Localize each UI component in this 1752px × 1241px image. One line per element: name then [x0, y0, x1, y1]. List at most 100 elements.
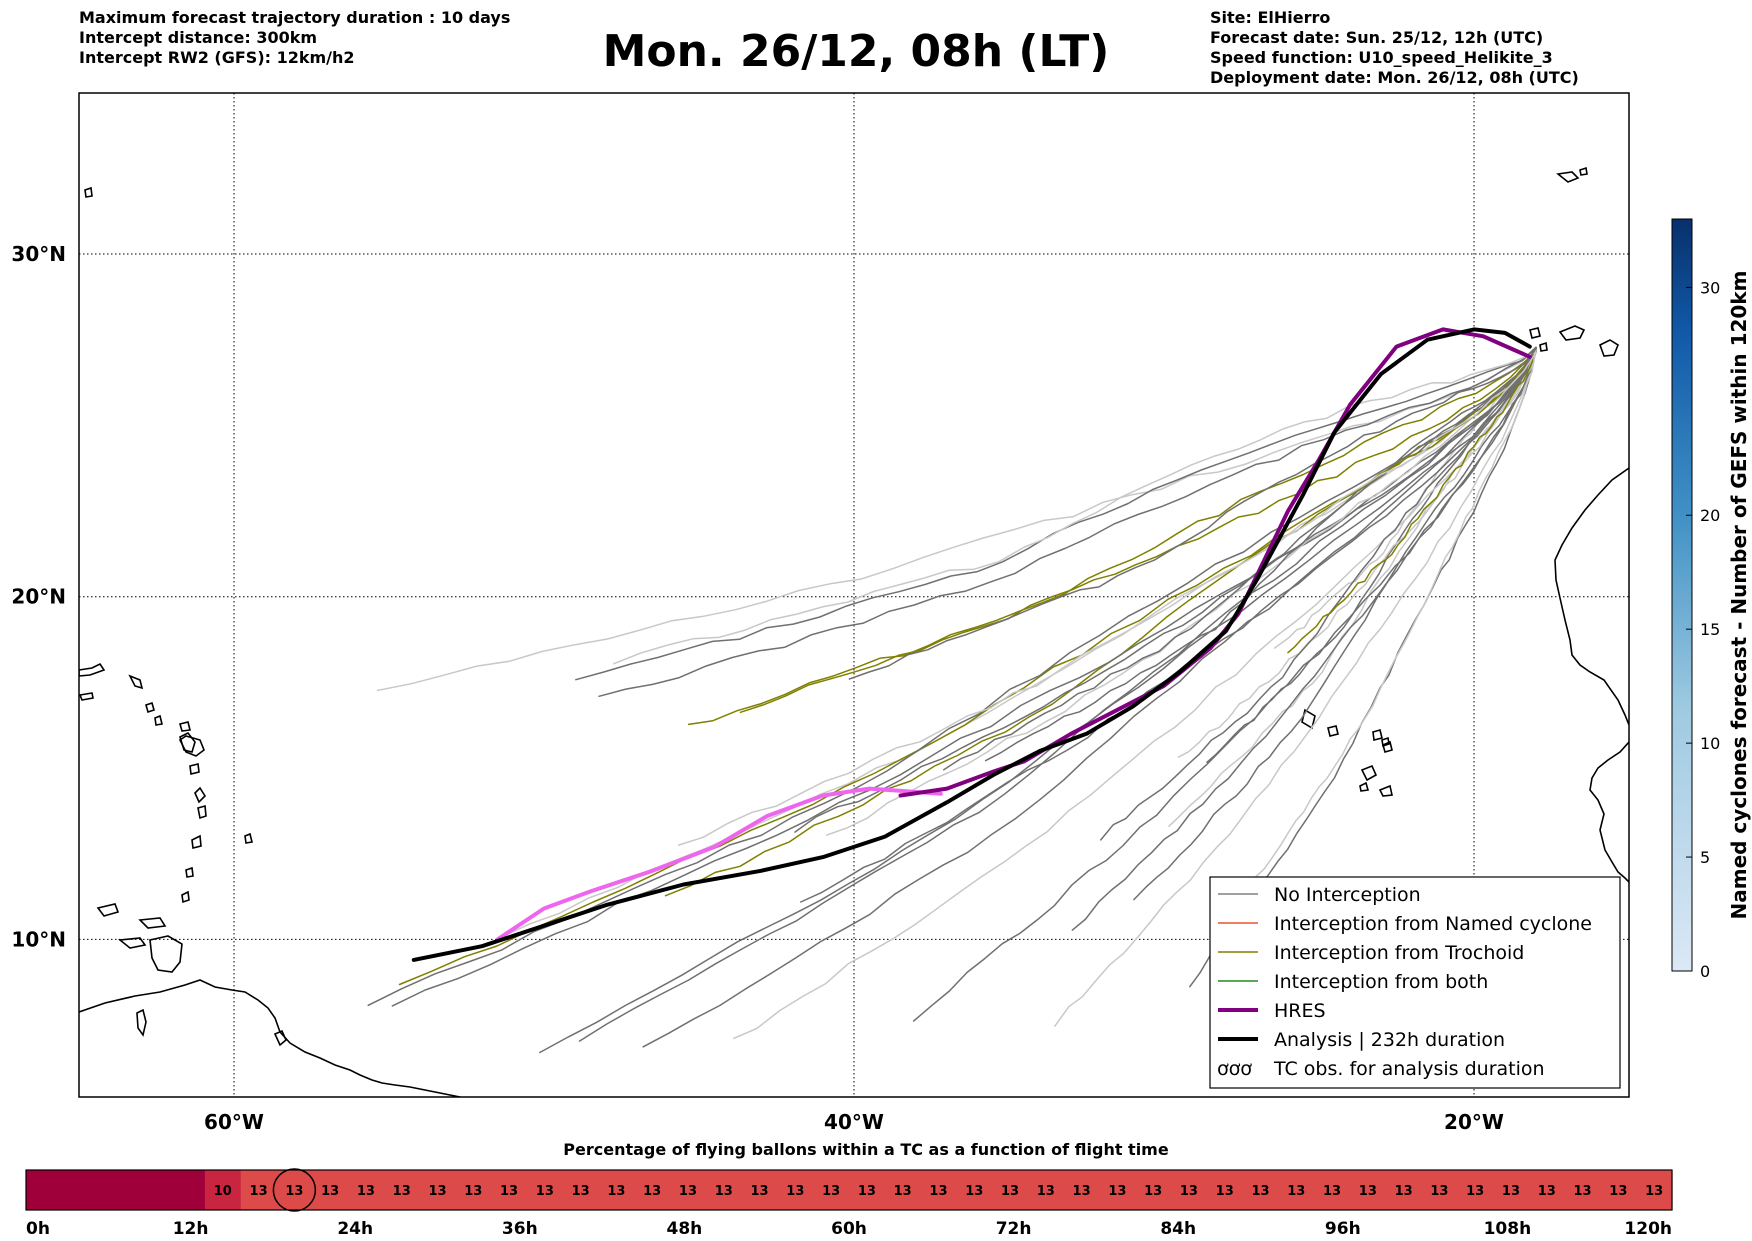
timeline-cell-value: 13 [1001, 1184, 1019, 1199]
legend-label: HRES [1274, 1000, 1326, 1022]
timeline-tick-label: 96h [1325, 1219, 1361, 1239]
timeline-cell-value: 13 [965, 1184, 983, 1199]
island-small-6 [273, 1029, 287, 1047]
y-tick-label: 20°N [11, 585, 66, 609]
header-max-duration: Maximum forecast trajectory duration : 1… [79, 8, 511, 27]
island-lesser-antilles-5 [181, 890, 190, 904]
timeline-frame [25, 1169, 1673, 1211]
timeline-tick-label: 36h [502, 1219, 538, 1239]
coastlines [79, 166, 1629, 1097]
timeline-cell [1457, 1170, 1494, 1210]
ensemble-trajectories [367, 346, 1537, 1054]
timeline-tick-label: 24h [337, 1219, 373, 1239]
timeline-cell-value: 10 [214, 1184, 232, 1199]
island-lesser-antilles-1 [194, 786, 207, 804]
coastline-africa-south [1589, 741, 1629, 883]
timeline-cell [204, 1170, 242, 1210]
legend: No Interception Interception from Named c… [1209, 876, 1621, 1089]
timeline-cell [1314, 1170, 1351, 1210]
ensemble-trajectory [687, 350, 1537, 726]
header-right-info: Site: ElHierro Forecast date: Sun. 25/12… [1210, 8, 1579, 88]
timeline-cell-value: 13 [393, 1184, 411, 1199]
timeline-cell [526, 1170, 564, 1210]
timeline-cell-value: 13 [1037, 1184, 1055, 1199]
island-lesser-antilles-3 [191, 834, 202, 849]
legend-label: TC obs. for analysis duration [1273, 1058, 1545, 1080]
island-small-2 [154, 714, 163, 726]
island-small-5 [136, 1008, 147, 1037]
timeline-cell-value: 13 [715, 1184, 733, 1199]
timeline-cell-value: 13 [1538, 1184, 1556, 1199]
timeline-cell-value: 13 [1216, 1184, 1234, 1199]
island-virgin [79, 662, 106, 677]
hres-tail-line [495, 786, 943, 942]
ensemble-trajectory [391, 351, 1537, 1007]
ensemble-trajectory [984, 348, 1537, 762]
plot-frame [78, 92, 1630, 1098]
x-tick-label: 20°W [1444, 1110, 1504, 1134]
timeline-bar: 10 13 13 13 13 13 13 13 13 13 13 13 13 13 13 13 13 13 13 13… [25, 1168, 1673, 1239]
ensemble-trajectory [578, 347, 1537, 1042]
timeline-cell [920, 1170, 957, 1210]
timeline-cell-value: 13 [1502, 1184, 1520, 1199]
timeline-cell-value: 13 [1609, 1184, 1627, 1199]
timeline-cell-value: 13 [679, 1184, 697, 1199]
timeline-tick-label: 72h [996, 1219, 1032, 1239]
timeline-cell-value: 13 [929, 1184, 947, 1199]
y-tick-label: 10°N [11, 927, 66, 951]
timeline-cell-value: 13 [1287, 1184, 1305, 1199]
timeline-cell [1564, 1170, 1602, 1210]
main-series [411, 327, 1532, 962]
timeline-cell-value: 13 [321, 1184, 339, 1199]
ensemble-trajectory [642, 349, 1537, 1048]
timeline-cell [670, 1170, 707, 1210]
timeline-cell-value: 13 [1108, 1184, 1126, 1199]
timeline-cell [1385, 1170, 1423, 1210]
timeline-cell-value: 13 [1144, 1184, 1162, 1199]
header-forecast-date: Forecast date: Sun. 25/12, 12h (UTC) [1210, 28, 1544, 47]
ensemble-trajectory [1100, 351, 1537, 841]
timeline-cell [312, 1170, 349, 1210]
timeline-cell [1493, 1170, 1530, 1210]
ensemble-trajectory [826, 348, 1537, 836]
timeline-tick-label: 108h [1484, 1219, 1532, 1239]
timeline-cell-value: 13 [285, 1184, 303, 1199]
timeline-cell-value: 13 [643, 1184, 661, 1199]
timeline-cell [169, 1170, 206, 1210]
legend-box [1209, 876, 1621, 1089]
timeline-cell [1636, 1170, 1673, 1210]
timeline-cell [1528, 1170, 1566, 1210]
timeline-tick-label: 84h [1160, 1219, 1196, 1239]
timeline-cell-value: 13 [500, 1184, 518, 1199]
ensemble-trajectory [1287, 349, 1537, 654]
ensemble-trajectory [1206, 348, 1537, 764]
island-small-7 [84, 186, 93, 198]
timeline-cell [491, 1170, 528, 1210]
timeline-tick-label: 60h [831, 1219, 867, 1239]
timeline-cell [1349, 1170, 1387, 1210]
header-left-info: Maximum forecast trajectory duration : 1… [79, 8, 510, 68]
timeline-cell-value: 13 [1323, 1184, 1341, 1199]
timeline-cell-value: 13 [1359, 1184, 1377, 1199]
island-cape-verde-7 [1378, 784, 1393, 797]
island-canary-1 [1529, 327, 1541, 339]
ensemble-trajectory [1177, 350, 1537, 758]
island-small-4 [79, 692, 94, 701]
island-small-3 [179, 721, 191, 732]
timeline-cell [1206, 1170, 1244, 1210]
timeline-tick-label: 48h [667, 1219, 703, 1239]
x-tick-label: 60°W [204, 1110, 264, 1134]
colorbar-label: Named cyclones forecast - Number of GEFS… [1727, 271, 1751, 920]
legend-label: Interception from both [1274, 971, 1488, 993]
timeline-cell [1171, 1170, 1208, 1210]
timeline-cell-value: 13 [822, 1184, 840, 1199]
timeline-tick-label: 12h [173, 1219, 209, 1239]
timeline-cell [884, 1170, 922, 1210]
island-cape-verde-3 [1372, 729, 1383, 741]
ensemble-trajectory [739, 347, 1537, 714]
timeline-cell-value: 13 [894, 1184, 912, 1199]
timeline-cell-value: 13 [536, 1184, 554, 1199]
timeline-tick-label: 0h [26, 1219, 50, 1239]
island-trinidad [149, 935, 183, 973]
